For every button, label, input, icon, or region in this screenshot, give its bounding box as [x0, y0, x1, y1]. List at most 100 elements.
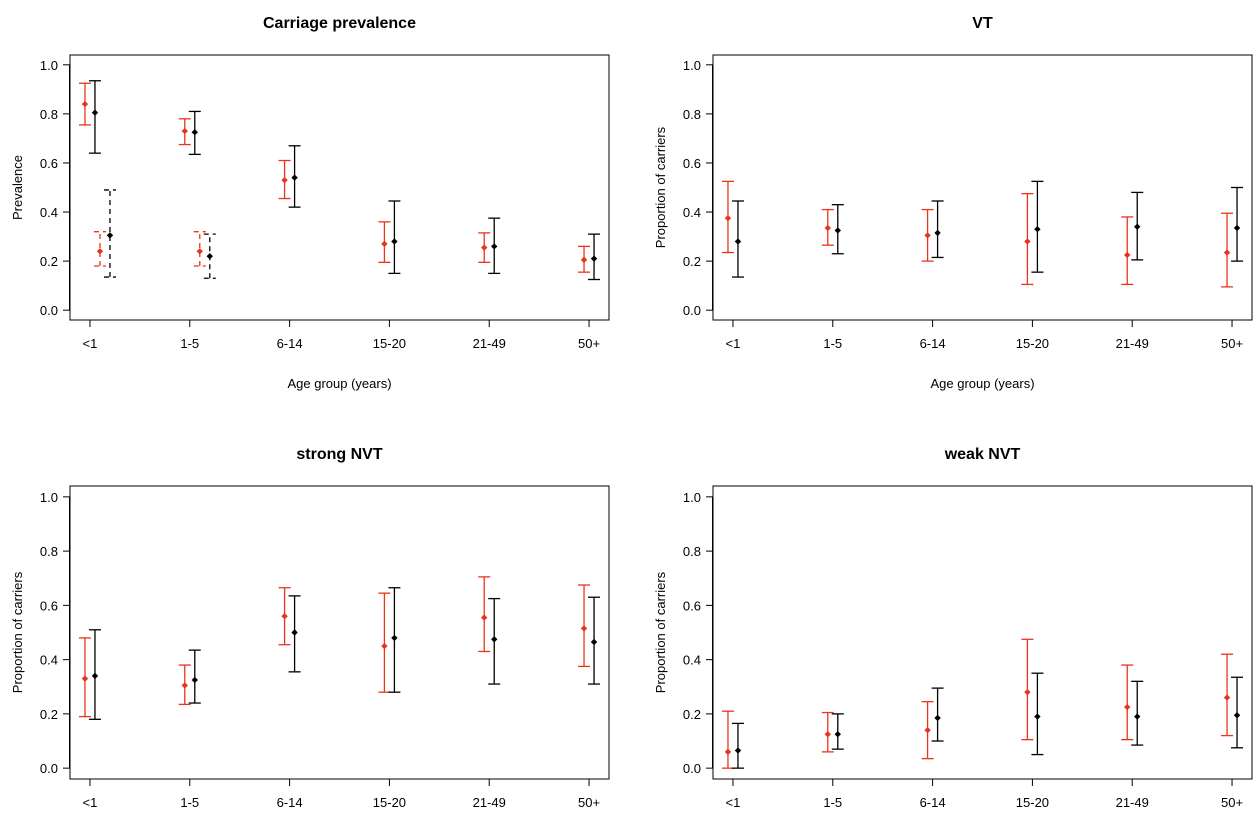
y-axis: 0.0 0.2 0.4 0.6 0.8 1.0: [683, 58, 713, 318]
x-tick-label: <1: [726, 795, 741, 810]
estimate-black: [88, 629, 101, 720]
data-point: [590, 638, 598, 646]
estimate-black: [831, 713, 844, 750]
x-tick-label: 21-49: [473, 336, 506, 351]
estimate-red: [78, 82, 91, 126]
data-point: [1024, 688, 1031, 696]
data-point: [580, 625, 588, 632]
estimate-black: [288, 595, 301, 673]
data-point: [196, 248, 203, 255]
estimate-red: [721, 180, 734, 254]
data-point: [291, 629, 298, 636]
y-tick-label: 0.0: [683, 761, 701, 776]
y-tick-label: 0.4: [40, 205, 58, 220]
y-tick-label: 0.4: [683, 205, 701, 220]
data-point: [91, 109, 99, 116]
estimate-red: [378, 221, 391, 263]
data-point: [1134, 223, 1141, 230]
data-point: [391, 634, 398, 642]
estimate-black: [588, 233, 601, 281]
y-axis: 0.0 0.2 0.4 0.6 0.8 1.0: [40, 58, 70, 318]
x-tick-label: 1-5: [823, 795, 842, 810]
x-tick-label: 15-20: [1016, 795, 1049, 810]
y-axis-label: Proportion of carriers: [653, 571, 668, 693]
x-axis: <1 1-5 6-14 15-20 21-49 50+: [726, 319, 1243, 351]
y-tick-label: 0.6: [683, 598, 701, 613]
plot-frame: [69, 485, 610, 780]
estimate-red: [1121, 216, 1134, 286]
dashed-estimates: [93, 189, 216, 279]
estimate-red: [378, 592, 391, 693]
data-point: [1034, 713, 1041, 720]
series-black: [88, 80, 601, 281]
estimate-red: [178, 664, 191, 706]
estimate-red: [921, 208, 934, 262]
estimate-red: [1221, 212, 1234, 288]
estimate-red: [578, 584, 591, 668]
data-point: [724, 214, 732, 222]
y-tick-label: 1.0: [40, 490, 58, 505]
estimate-black: [588, 596, 601, 685]
series-black: [731, 180, 1244, 278]
dashed-estimate-red: [93, 231, 106, 267]
data-point: [824, 731, 831, 738]
estimate-red: [478, 576, 491, 653]
estimate-black: [931, 687, 944, 742]
x-tick-label: 1-5: [180, 336, 199, 351]
x-tick-label: 6-14: [920, 795, 946, 810]
y-tick-label: 1.0: [40, 58, 58, 73]
y-tick-label: 0.4: [40, 653, 58, 668]
y-tick-label: 0.0: [683, 303, 701, 318]
panel-title: Carriage prevalence: [263, 15, 416, 32]
plot-frame: [69, 54, 610, 321]
estimate-red: [578, 245, 591, 273]
estimate-red: [821, 711, 834, 753]
y-tick-label: 0.2: [40, 707, 58, 722]
data-point: [281, 176, 288, 184]
data-point: [934, 229, 941, 237]
x-tick-label: 15-20: [1016, 336, 1049, 351]
data-point: [491, 243, 498, 250]
y-tick-label: 0.8: [40, 544, 58, 559]
data-point: [924, 232, 931, 239]
data-point: [481, 244, 488, 251]
data-point: [206, 253, 213, 260]
x-tick-label: 15-20: [373, 795, 406, 810]
estimate-red: [1221, 653, 1234, 737]
data-point: [834, 227, 841, 234]
estimate-black: [488, 217, 501, 275]
estimate-black: [288, 145, 301, 208]
x-axis: <1 1-5 6-14 15-20 21-49 50+: [83, 778, 600, 810]
estimate-black: [388, 587, 401, 693]
estimate-red: [1021, 638, 1034, 741]
estimate-red: [1021, 192, 1034, 286]
data-point: [824, 224, 831, 232]
estimate-red: [278, 587, 291, 646]
estimate-black: [1031, 672, 1044, 756]
y-tick-label: 0.8: [683, 544, 701, 559]
y-tick-label: 0.6: [40, 156, 58, 171]
x-tick-label: 6-14: [277, 795, 303, 810]
data-point: [1124, 703, 1131, 711]
estimate-red: [721, 710, 734, 769]
x-tick-label: 6-14: [920, 336, 946, 351]
estimate-black: [388, 200, 401, 275]
panel-4: weak NVTAge group (years)Proportion of c…: [653, 446, 1253, 810]
y-tick-label: 0.2: [683, 707, 701, 722]
x-tick-label: <1: [83, 336, 98, 351]
estimate-black: [188, 110, 201, 156]
series-black: [88, 587, 601, 720]
x-tick-label: <1: [83, 795, 98, 810]
x-tick-label: 21-49: [473, 795, 506, 810]
y-tick-label: 0.0: [40, 303, 58, 318]
plot-frame: [712, 485, 1253, 780]
data-point: [381, 642, 388, 650]
data-point: [1124, 251, 1131, 259]
data-point: [1223, 249, 1231, 256]
estimate-red: [478, 232, 491, 263]
estimate-black: [831, 204, 844, 255]
estimate-red: [278, 159, 291, 200]
y-tick-label: 0.0: [40, 761, 58, 776]
data-point: [96, 248, 104, 255]
panel-title: VT: [972, 15, 993, 32]
